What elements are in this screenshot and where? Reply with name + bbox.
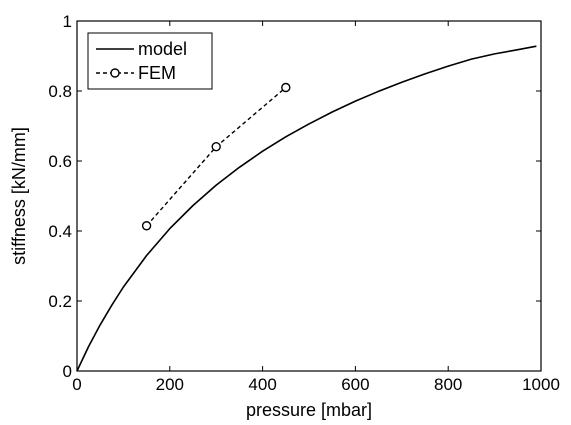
y-axis-label: stiffness [kN/mm] [9,127,29,265]
legend: model FEM [87,32,213,90]
data-point-fem [141,221,152,231]
y-tick-label: 0.4 [48,222,72,241]
x-axis-label: pressure [mbar] [246,400,372,420]
ticks-layer: 0 200 400 600 800 1000 0 0.2 0.4 0.6 0.8 1 [48,12,560,394]
y-tick-label: 0 [63,362,72,381]
data-point-fem [281,82,291,93]
x-tick-label: 1000 [522,375,560,394]
legend-box [87,32,213,90]
legend-label-fem: FEM [138,63,176,83]
legend-label-model: model [138,39,187,59]
y-tick-label: 0.2 [48,292,72,311]
y-tick-label: 1 [63,12,72,31]
y-tick-label: 0.6 [48,152,72,171]
series-line-model [76,45,537,372]
x-tick-label: 400 [248,375,276,394]
x-tick-label: 800 [434,375,462,394]
y-tick-label: 0.8 [48,82,72,101]
data-point-fem [211,141,221,152]
series-layer [76,45,537,372]
series-line-fem [146,86,287,227]
plot-frame [76,20,542,372]
legend-marker-fem [110,68,120,78]
x-tick-label: 0 [72,375,81,394]
x-tick-label: 600 [341,375,369,394]
x-tick-label: 200 [156,375,184,394]
